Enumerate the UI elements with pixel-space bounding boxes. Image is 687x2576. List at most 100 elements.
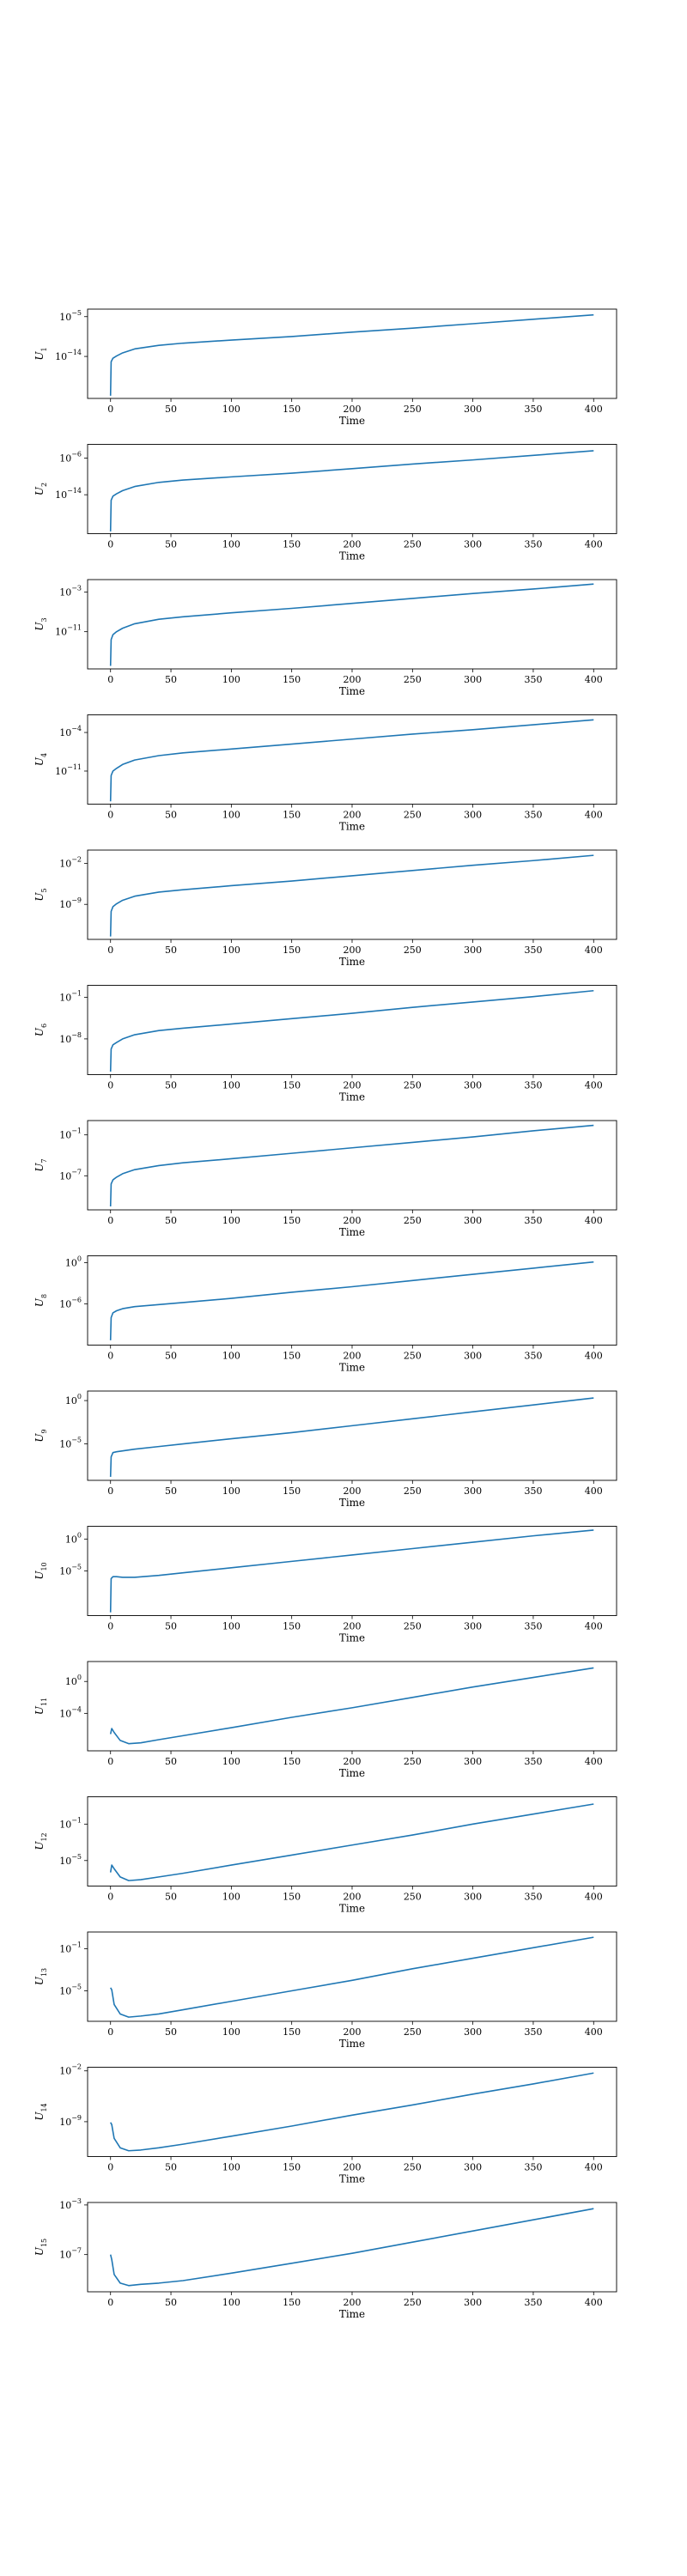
x-axis-label: Time bbox=[339, 1767, 365, 1779]
x-tick-label: 0 bbox=[107, 1621, 113, 1632]
y-tick-label: 10−4 bbox=[59, 1705, 82, 1719]
x-tick-label: 350 bbox=[524, 539, 542, 550]
subplot-10: 0 50 100 150 200 250 300 350 400 Time 100 10−5 U10 bbox=[33, 1526, 617, 1644]
y-axis-label: U9 bbox=[33, 1429, 48, 1442]
x-tick-label: 400 bbox=[585, 945, 603, 956]
x-tick-label: 400 bbox=[585, 1080, 603, 1091]
x-tick-label: 100 bbox=[222, 404, 240, 415]
x-tick-label: 0 bbox=[107, 539, 113, 550]
subplot-9: 0 50 100 150 200 250 300 350 400 Time 100 10−5 U9 bbox=[33, 1390, 617, 1509]
x-tick-label: 0 bbox=[107, 2026, 113, 2038]
x-axis-label: Time bbox=[339, 415, 365, 427]
x-tick-label: 50 bbox=[165, 1892, 177, 1903]
y-tick-label: 10−6 bbox=[59, 451, 82, 465]
x-tick-label: 0 bbox=[107, 1892, 113, 1903]
y-tick-label: 10−1 bbox=[59, 1816, 82, 1830]
x-tick-label: 400 bbox=[585, 1892, 603, 1903]
x-axis-label: Time bbox=[339, 1903, 365, 1915]
series-line-u4 bbox=[109, 719, 594, 802]
x-tick-label: 150 bbox=[283, 1485, 301, 1497]
x-tick-label: 300 bbox=[464, 810, 482, 821]
x-tick-label: 350 bbox=[524, 1621, 542, 1632]
y-tick-label: 100 bbox=[65, 1674, 82, 1687]
y-tick-label: 10−5 bbox=[59, 1984, 82, 1997]
y-tick-label: 10−14 bbox=[55, 349, 82, 362]
x-tick-label: 350 bbox=[524, 1756, 542, 1767]
series-line-u6 bbox=[109, 989, 594, 1072]
x-tick-label: 0 bbox=[107, 2297, 113, 2308]
x-tick-label: 200 bbox=[344, 2297, 362, 2308]
x-tick-label: 0 bbox=[107, 2162, 113, 2173]
subplot-13: 0 50 100 150 200 250 300 350 400 Time 10−1 10−5 U13 bbox=[33, 1931, 617, 2050]
x-tick-label: 250 bbox=[404, 674, 422, 685]
axes-frame bbox=[87, 1255, 617, 1346]
y-tick-label: 10−1 bbox=[59, 1127, 82, 1141]
x-tick-label: 150 bbox=[283, 1756, 301, 1767]
y-tick-label: 10−9 bbox=[59, 896, 82, 910]
y-tick-label: 100 bbox=[65, 1393, 82, 1406]
y-axis-label: U1 bbox=[33, 347, 48, 360]
axes-frame bbox=[87, 849, 617, 940]
series-line-u15 bbox=[109, 2208, 594, 2287]
subplot-12: 0 50 100 150 200 250 300 350 400 Time 10−1 10−5 U12 bbox=[33, 1796, 617, 1915]
x-tick-label: 250 bbox=[404, 2026, 422, 2038]
x-tick-label: 150 bbox=[283, 810, 301, 821]
x-tick-label: 250 bbox=[404, 1485, 422, 1497]
x-tick-label: 0 bbox=[107, 1485, 113, 1497]
x-tick-label: 150 bbox=[283, 1892, 301, 1903]
series-line-u10 bbox=[109, 1529, 594, 1613]
y-tick-label: 10−3 bbox=[59, 2197, 82, 2211]
x-tick-label: 300 bbox=[464, 1892, 482, 1903]
y-tick-label: 10−2 bbox=[59, 2063, 82, 2077]
axes-frame bbox=[87, 2202, 617, 2293]
series-line-u11 bbox=[109, 1667, 594, 1745]
y-tick-label: 10−5 bbox=[59, 1564, 82, 1577]
x-tick-label: 250 bbox=[404, 1351, 422, 1362]
y-tick-label: 10−7 bbox=[59, 2247, 82, 2261]
x-tick-label: 350 bbox=[524, 1351, 542, 1362]
y-tick-label: 10−3 bbox=[59, 584, 82, 598]
axes-frame bbox=[87, 1661, 617, 1752]
x-tick-label: 200 bbox=[344, 1892, 362, 1903]
x-tick-label: 250 bbox=[404, 1756, 422, 1767]
x-tick-label: 100 bbox=[222, 1351, 240, 1362]
y-tick-label: 10−1 bbox=[59, 989, 82, 1003]
axes-frame bbox=[87, 444, 617, 534]
subplot-6: 0 50 100 150 200 250 300 350 400 Time 10−1 10−8 U6 bbox=[33, 985, 617, 1103]
x-tick-label: 250 bbox=[404, 2297, 422, 2308]
y-axis-label: U15 bbox=[33, 2239, 48, 2256]
x-tick-label: 0 bbox=[107, 1215, 113, 1226]
x-axis-label: Time bbox=[339, 1362, 365, 1374]
subplot-8: 0 50 100 150 200 250 300 350 400 Time 100 10−6 U8 bbox=[33, 1255, 617, 1374]
x-tick-label: 0 bbox=[107, 1351, 113, 1362]
x-tick-label: 250 bbox=[404, 810, 422, 821]
x-tick-label: 250 bbox=[404, 539, 422, 550]
x-tick-label: 300 bbox=[464, 2026, 482, 2038]
x-tick-label: 150 bbox=[283, 2297, 301, 2308]
y-tick-label: 10−11 bbox=[55, 624, 82, 638]
x-tick-label: 350 bbox=[524, 945, 542, 956]
x-tick-label: 350 bbox=[524, 810, 542, 821]
y-axis-label: U5 bbox=[33, 888, 48, 901]
x-tick-label: 300 bbox=[464, 1080, 482, 1091]
y-axis-label: U10 bbox=[33, 1562, 48, 1579]
x-tick-label: 50 bbox=[165, 674, 177, 685]
series-line-u13 bbox=[110, 1936, 594, 2018]
x-tick-label: 150 bbox=[283, 1080, 301, 1091]
x-tick-label: 200 bbox=[344, 1756, 362, 1767]
axes-frame bbox=[87, 1796, 617, 1886]
x-tick-label: 50 bbox=[165, 2297, 177, 2308]
x-tick-label: 150 bbox=[283, 1351, 301, 1362]
series-line-u9 bbox=[109, 1397, 594, 1477]
y-tick-label: 10−5 bbox=[59, 1853, 82, 1867]
x-tick-label: 50 bbox=[165, 1756, 177, 1767]
y-tick-label: 10−5 bbox=[59, 1437, 82, 1450]
x-tick-label: 300 bbox=[464, 2162, 482, 2173]
x-tick-label: 200 bbox=[344, 810, 362, 821]
subplot-5: 0 50 100 150 200 250 300 350 400 Time 10−2 10−9 U5 bbox=[33, 849, 617, 968]
x-tick-label: 0 bbox=[107, 674, 113, 685]
x-axis-label: Time bbox=[339, 1091, 365, 1103]
subplot-1: 0 50 100 150 200 250 300 350 400 Time 10−5 10−14 U1 bbox=[33, 308, 617, 427]
axes-frame bbox=[87, 714, 617, 805]
x-tick-label: 200 bbox=[344, 945, 362, 956]
